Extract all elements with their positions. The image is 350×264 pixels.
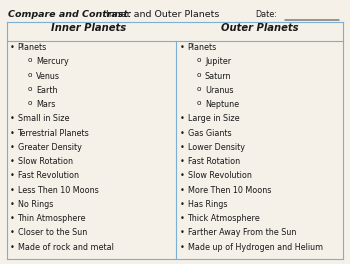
Text: Planets: Planets — [188, 43, 217, 52]
Text: •: • — [180, 143, 185, 152]
Text: •: • — [10, 43, 15, 52]
Text: Gas Giants: Gas Giants — [188, 129, 231, 138]
Text: Mercury: Mercury — [36, 57, 69, 66]
Text: Inner Planets: Inner Planets — [51, 23, 126, 33]
Text: o: o — [28, 86, 33, 92]
Text: Inner and Outer Planets: Inner and Outer Planets — [103, 10, 219, 19]
Text: •: • — [180, 228, 185, 237]
Text: •: • — [180, 114, 185, 123]
Text: •: • — [180, 43, 185, 52]
Text: No Rings: No Rings — [18, 200, 53, 209]
Text: •: • — [10, 228, 15, 237]
Text: •: • — [10, 114, 15, 123]
Text: •: • — [10, 157, 15, 166]
Text: •: • — [10, 200, 15, 209]
Text: Thick Atmosphere: Thick Atmosphere — [188, 214, 260, 223]
Text: •: • — [180, 171, 185, 180]
Text: o: o — [197, 86, 202, 92]
Text: Small in Size: Small in Size — [18, 114, 69, 123]
Text: Less Then 10 Moons: Less Then 10 Moons — [18, 186, 98, 195]
Text: Terrestrial Planets: Terrestrial Planets — [18, 129, 89, 138]
Text: o: o — [28, 72, 33, 78]
Text: Neptune: Neptune — [205, 100, 239, 109]
Text: Compare and Contrast:: Compare and Contrast: — [8, 10, 132, 19]
Text: •: • — [10, 129, 15, 138]
Text: Made up of Hydrogen and Helium: Made up of Hydrogen and Helium — [188, 243, 323, 252]
Text: Uranus: Uranus — [205, 86, 233, 95]
Text: Thin Atmosphere: Thin Atmosphere — [18, 214, 86, 223]
Text: Large in Size: Large in Size — [188, 114, 239, 123]
Text: •: • — [180, 186, 185, 195]
Text: •: • — [10, 186, 15, 195]
Text: •: • — [180, 214, 185, 223]
Text: Jupiter: Jupiter — [205, 57, 231, 66]
Text: Made of rock and metal: Made of rock and metal — [18, 243, 113, 252]
Text: o: o — [197, 57, 202, 63]
Text: •: • — [180, 243, 185, 252]
Text: Outer Planets: Outer Planets — [221, 23, 298, 33]
Text: Date:: Date: — [255, 10, 277, 19]
Text: o: o — [28, 57, 33, 63]
Text: Closer to the Sun: Closer to the Sun — [18, 228, 87, 237]
Text: •: • — [10, 143, 15, 152]
Text: o: o — [28, 100, 33, 106]
Text: •: • — [10, 243, 15, 252]
Text: o: o — [197, 100, 202, 106]
Text: More Then 10 Moons: More Then 10 Moons — [188, 186, 271, 195]
Text: •: • — [10, 214, 15, 223]
Text: •: • — [180, 157, 185, 166]
Text: Lower Density: Lower Density — [188, 143, 245, 152]
Text: •: • — [10, 171, 15, 180]
Text: Slow Rotation: Slow Rotation — [18, 157, 72, 166]
Text: Venus: Venus — [36, 72, 60, 81]
Text: o: o — [197, 72, 202, 78]
Text: Fast Revolution: Fast Revolution — [18, 171, 78, 180]
Text: Slow Revolution: Slow Revolution — [188, 171, 251, 180]
Text: •: • — [180, 200, 185, 209]
Text: Saturn: Saturn — [205, 72, 231, 81]
Text: •: • — [180, 129, 185, 138]
Text: Greater Density: Greater Density — [18, 143, 81, 152]
Text: Mars: Mars — [36, 100, 55, 109]
Text: Earth: Earth — [36, 86, 57, 95]
Text: Has Rings: Has Rings — [188, 200, 227, 209]
Text: Planets: Planets — [18, 43, 47, 52]
Text: Fast Rotation: Fast Rotation — [188, 157, 240, 166]
Text: Farther Away From the Sun: Farther Away From the Sun — [188, 228, 296, 237]
